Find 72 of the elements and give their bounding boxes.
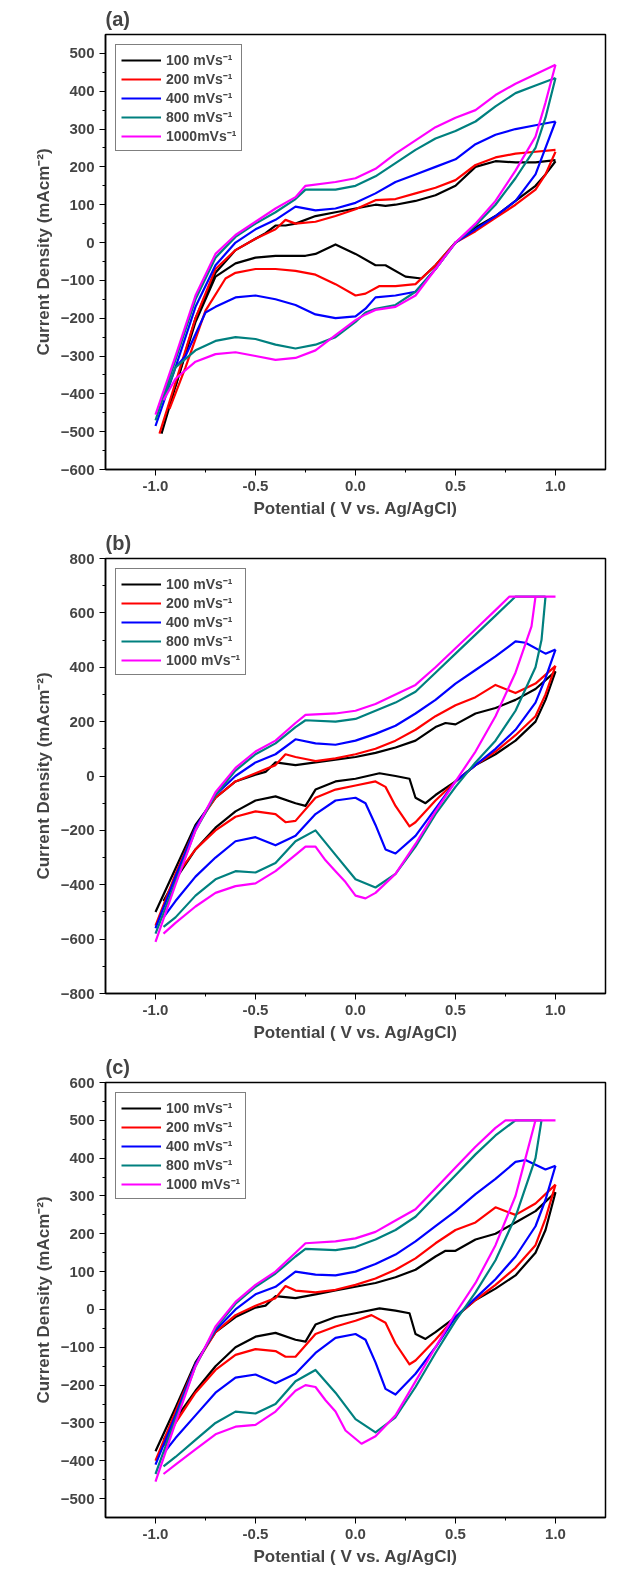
legend-label: 400 mVs⁻¹: [166, 1137, 233, 1155]
legend-label: 400 mVs⁻¹: [166, 89, 233, 107]
x-tick-label: -0.5: [242, 1524, 269, 1542]
x-tick-label: 1.0: [545, 476, 566, 494]
y-tick-label: 0: [86, 1300, 95, 1318]
legend-label: 800 mVs⁻¹: [166, 1156, 233, 1174]
y-tick-label: 200: [69, 1224, 95, 1242]
x-tick-label: 1.0: [545, 1524, 566, 1542]
x-axis-title: Potential ( V vs. Ag/AgCl): [253, 1546, 457, 1566]
y-tick-label: −300: [60, 347, 95, 365]
x-tick-label: 0.5: [445, 1524, 466, 1542]
x-tick-label: 0.5: [445, 1000, 466, 1018]
y-tick-label: −400: [60, 875, 95, 893]
y-tick-label: −500: [60, 422, 95, 440]
y-tick-label: −400: [60, 1451, 95, 1469]
x-tick-label: -1.0: [142, 1000, 169, 1018]
x-tick-label: 0.0: [345, 1000, 366, 1018]
y-tick-label: 500: [69, 44, 95, 62]
y-tick-label: 500: [69, 1111, 95, 1129]
y-tick-label: −500: [60, 1489, 95, 1507]
y-tick-label: −200: [60, 821, 95, 839]
y-tick-label: 100: [69, 195, 95, 213]
y-tick-label: −200: [60, 309, 95, 327]
legend-label: 200 mVs⁻¹: [166, 594, 233, 612]
x-tick-label: -0.5: [242, 1000, 269, 1018]
y-tick-label: −800: [60, 984, 95, 1002]
y-tick-label: 0: [86, 233, 95, 251]
y-tick-label: 100: [69, 1262, 95, 1280]
legend-label: 1000 mVs⁻¹: [166, 651, 241, 669]
y-tick-label: 200: [69, 712, 95, 730]
x-tick-label: 0.0: [345, 476, 366, 494]
y-tick-label: −400: [60, 384, 95, 402]
y-axis-title: Current Density (mAcm⁻²): [33, 672, 53, 880]
legend-label: 100 mVs⁻¹: [166, 575, 233, 593]
y-tick-label: 600: [69, 1073, 95, 1091]
legend-label: 800 mVs⁻¹: [166, 108, 233, 126]
x-tick-label: 0.0: [345, 1524, 366, 1542]
legend-label: 200 mVs⁻¹: [166, 1118, 233, 1136]
y-tick-label: −600: [60, 460, 95, 478]
y-tick-label: −200: [60, 1376, 95, 1394]
y-tick-label: 300: [69, 1186, 95, 1204]
x-tick-label: -1.0: [142, 476, 169, 494]
y-tick-label: −300: [60, 1413, 95, 1431]
y-tick-label: 300: [69, 120, 95, 138]
legend-label: 400 mVs⁻¹: [166, 613, 233, 631]
y-tick-label: 0: [86, 767, 95, 784]
y-tick-label: 400: [69, 82, 95, 100]
legend-label: 800 mVs⁻¹: [166, 632, 233, 650]
y-tick-label: −100: [60, 1338, 95, 1356]
y-tick-label: −600: [60, 930, 95, 948]
x-tick-label: 1.0: [545, 1000, 566, 1018]
x-axis-title: Potential ( V vs. Ag/AgCl): [253, 498, 457, 518]
legend-label: 200 mVs⁻¹: [166, 70, 233, 88]
y-tick-label: 400: [69, 1149, 95, 1167]
y-tick-label: 600: [69, 603, 95, 621]
y-axis-title: Current Density (mAcm⁻²): [33, 148, 53, 356]
legend-label: 1000mVs⁻¹: [166, 127, 237, 145]
legend-label: 1000 mVs⁻¹: [166, 1175, 241, 1193]
y-tick-label: 800: [69, 549, 95, 567]
chart-title: (a): [105, 7, 130, 30]
x-tick-label: -0.5: [242, 476, 269, 494]
y-tick-label: 200: [69, 157, 95, 175]
y-axis-title: Current Density (mAcm⁻²): [33, 1196, 53, 1404]
y-tick-label: 400: [69, 658, 95, 676]
legend-label: 100 mVs⁻¹: [166, 1099, 233, 1117]
x-tick-label: 0.5: [445, 476, 466, 494]
x-axis-title: Potential ( V vs. Ag/AgCl): [253, 1022, 457, 1042]
y-tick-label: −100: [60, 271, 95, 289]
chart-title: (c): [105, 1055, 130, 1078]
x-tick-label: -1.0: [142, 1524, 169, 1542]
legend-label: 100 mVs⁻¹: [166, 51, 233, 69]
chart-title: (b): [105, 531, 132, 554]
